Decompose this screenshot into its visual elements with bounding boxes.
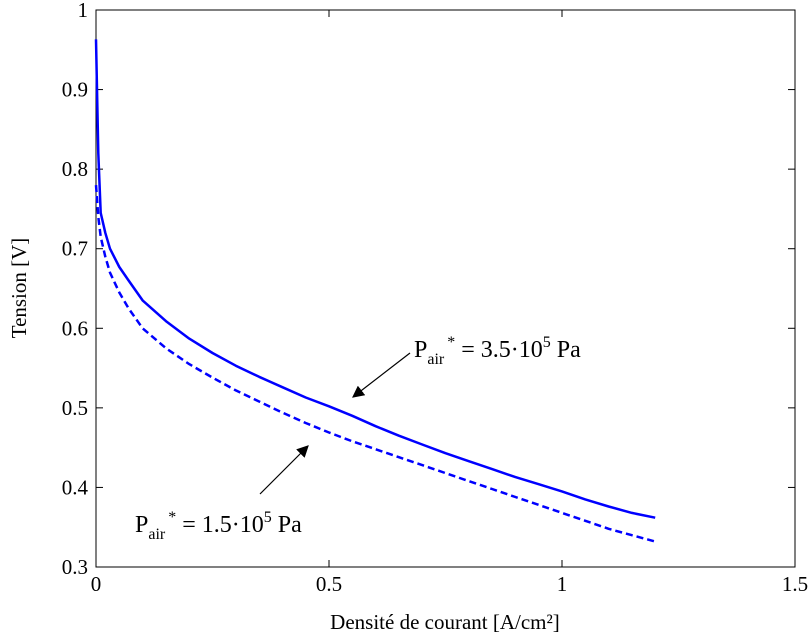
x-axis: 0 0.5 1 1.5: [91, 10, 808, 596]
y-axis: 0.3 0.4 0.5 0.6 0.7 0.8 0.9 1: [62, 0, 795, 579]
y-tick-label: 0.3: [62, 555, 88, 579]
y-tick-label: 0.4: [62, 475, 89, 499]
x-tick-label: 1: [557, 572, 568, 596]
y-tick-label: 0.8: [62, 157, 88, 181]
series-line-solid: [94, 39, 656, 519]
y-tick-label: 0.5: [62, 396, 88, 420]
x-tick-label: 1.5: [782, 572, 808, 596]
annotation-dashed-suffix: Pa: [272, 512, 302, 538]
annotation-solid-prefix: P: [414, 337, 427, 363]
annotation-solid-superscript: *: [447, 334, 455, 351]
annotation-solid-arrow: [352, 352, 411, 398]
svg-text:Pair* = 3.5·105 Pa: Pair* = 3.5·105 Pa: [414, 334, 581, 368]
annotation-dashed-middle: = 1.5·10: [176, 512, 264, 538]
annotation-solid-exponent: 5: [543, 334, 551, 351]
y-axis-title: Tension [V]: [7, 238, 31, 339]
y-tick-label: 0.7: [62, 237, 88, 261]
series-line-dashed: [94, 185, 656, 543]
annotation-dashed-arrow: [259, 445, 309, 495]
x-axis-title: Densité de courant [A/cm²]: [330, 610, 560, 634]
annotation-solid: Pair* = 3.5·105 Pa: [352, 334, 581, 398]
y-tick-label: 1: [78, 0, 89, 22]
x-tick-label: 0: [91, 572, 102, 596]
annotation-solid-middle: = 3.5·10: [455, 337, 543, 363]
annotation-solid-suffix: Pa: [551, 337, 581, 363]
plot-area: [95, 9, 796, 568]
y-tick-label: 0.6: [62, 316, 88, 340]
series-layer: [94, 39, 656, 543]
x-tick-label: 0.5: [316, 572, 342, 596]
annotation-dashed-exponent: 5: [264, 509, 272, 526]
svg-text:Pair* = 1.5·105 Pa: Pair* = 1.5·105 Pa: [135, 509, 302, 543]
annotation-solid-subscript: air: [427, 351, 445, 368]
annotation-dashed-superscript: *: [168, 509, 176, 526]
annotation-dashed: Pair* = 1.5·105 Pa: [135, 445, 309, 543]
annotation-dashed-prefix: P: [135, 512, 148, 538]
annotation-dashed-subscript: air: [148, 526, 166, 543]
y-tick-label: 0.9: [62, 78, 88, 102]
